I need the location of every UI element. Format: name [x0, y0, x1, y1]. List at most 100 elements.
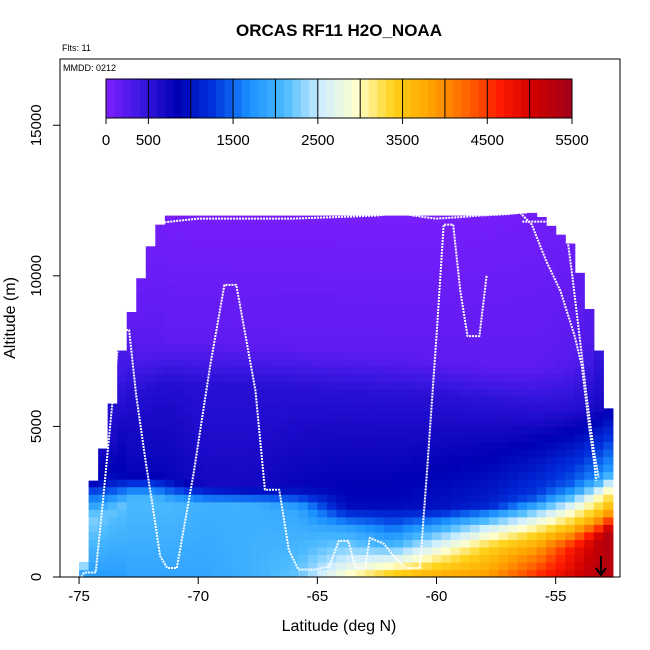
field-cell [460, 403, 471, 412]
field-cell [527, 494, 538, 503]
field-cell [479, 403, 490, 412]
field-cell [288, 328, 299, 337]
field-cell [469, 501, 480, 510]
field-cell [412, 471, 423, 480]
field-cell [307, 253, 318, 262]
field-cell [145, 441, 156, 450]
field-cell [145, 561, 156, 571]
field-cell [298, 343, 309, 352]
colorbar-segment [478, 79, 488, 118]
field-cell [298, 321, 309, 330]
field-cell [317, 313, 328, 322]
field-cell [479, 351, 490, 360]
field-cell [384, 418, 395, 428]
field-cell [422, 373, 433, 382]
field-cell [212, 358, 223, 367]
field-cell [107, 426, 118, 435]
field-cell [307, 283, 318, 292]
field-cell [212, 509, 223, 518]
field-cell [469, 403, 480, 412]
field-cell [536, 554, 547, 563]
field-cell [260, 290, 271, 300]
field-cell [365, 283, 376, 292]
field-cell [155, 381, 166, 390]
field-cell [498, 238, 509, 247]
field-cell [317, 321, 328, 330]
colorbar-segment [538, 79, 548, 118]
field-cell [441, 298, 452, 307]
field-cell [212, 283, 223, 292]
field-cell [498, 539, 509, 548]
field-cell [231, 456, 242, 465]
field-cell [145, 501, 156, 510]
field-cell [164, 494, 175, 503]
field-cell [508, 328, 519, 337]
field-cell [469, 245, 480, 254]
field-cell [527, 321, 538, 330]
field-cell [431, 351, 442, 360]
field-cell [260, 501, 271, 510]
field-cell [431, 501, 442, 510]
field-cell [593, 396, 604, 405]
field-cell [574, 441, 585, 450]
field-cell [136, 531, 147, 540]
field-cell [384, 494, 395, 503]
field-cell [450, 403, 461, 412]
field-cell [527, 456, 538, 465]
field-cell [479, 396, 490, 405]
field-cell [136, 449, 147, 458]
field-cell [269, 569, 280, 578]
field-cell [355, 426, 366, 435]
field-cell [527, 546, 538, 556]
field-cell [498, 456, 509, 465]
field-cell [393, 268, 404, 277]
field-cell [479, 494, 490, 503]
field-cell [441, 411, 452, 420]
field-cell [393, 501, 404, 510]
field-cell [155, 343, 166, 352]
field-cell [241, 230, 252, 239]
field-cell [250, 305, 261, 315]
field-cell [508, 464, 519, 473]
field-cell [183, 554, 195, 563]
field-cell [384, 358, 395, 367]
field-cell [441, 479, 452, 488]
field-cell [374, 516, 385, 525]
field-cell [374, 569, 385, 578]
field-cell [241, 388, 252, 397]
field-cell [403, 433, 414, 443]
field-cell [269, 313, 280, 322]
field-cell [441, 418, 452, 428]
field-cell [403, 268, 414, 277]
field-cell [460, 426, 471, 435]
field-cell [479, 336, 490, 345]
field-cell [126, 411, 137, 420]
field-cell [155, 268, 166, 277]
field-cell [145, 554, 156, 563]
field-cell [527, 328, 538, 337]
field-cell [279, 245, 290, 254]
field-cell [250, 471, 261, 480]
field-cell [593, 351, 604, 360]
field-cell [374, 328, 385, 337]
field-cell [441, 381, 452, 390]
field-cell [574, 539, 585, 548]
field-cell [517, 358, 528, 367]
field-cell [145, 509, 156, 518]
field-cell [202, 313, 214, 322]
colorbar-segment [317, 79, 327, 118]
field-cell [412, 388, 423, 397]
field-cell [403, 471, 414, 480]
field-cell [155, 561, 166, 571]
field-cell [183, 426, 195, 435]
field-cell [479, 313, 490, 322]
field-cell [164, 298, 175, 307]
field-cell [460, 479, 471, 488]
field-cell [469, 268, 480, 277]
field-cell [508, 569, 519, 578]
field-cell [498, 313, 509, 322]
field-cell [450, 305, 461, 315]
field-cell [441, 516, 452, 525]
field-cell [422, 561, 433, 571]
field-cell [574, 531, 585, 540]
